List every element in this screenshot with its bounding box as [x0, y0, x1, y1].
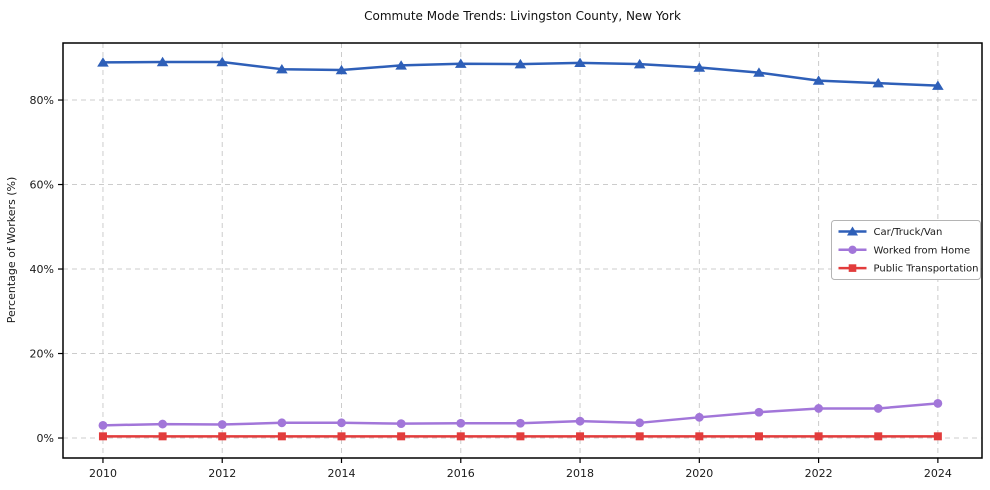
- y-tick-label: 40%: [30, 263, 54, 276]
- data-point-public-transportation: [814, 432, 823, 441]
- x-tick-label: 2014: [328, 467, 356, 480]
- data-point-car-truck-van: [454, 58, 467, 68]
- data-point-worked-from-home: [337, 418, 346, 428]
- data-point-public-transportation: [456, 432, 465, 441]
- y-tick-label: 80%: [30, 94, 54, 107]
- data-point-car-truck-van: [574, 57, 586, 68]
- data-point-worked-from-home: [814, 404, 823, 413]
- data-point-public-transportation: [516, 432, 525, 441]
- data-point-public-transportation: [98, 432, 107, 441]
- x-tick-label: 2020: [685, 467, 713, 480]
- data-point-public-transportation: [158, 432, 167, 441]
- data-point-worked-from-home: [277, 418, 287, 428]
- data-point-car-truck-van: [932, 80, 944, 90]
- x-tick-label: 2012: [208, 467, 236, 480]
- data-point-public-transportation: [754, 432, 763, 441]
- chart-title: Commute Mode Trends: Livingston County, …: [364, 9, 681, 23]
- y-tick-label: 60%: [30, 179, 54, 192]
- data-point-car-truck-van: [693, 62, 706, 72]
- legend-marker-worked-from-home: [848, 245, 857, 254]
- y-axis-label: Percentage of Workers (%): [5, 177, 18, 324]
- legend-label-public-transportation: Public Transportation: [874, 264, 979, 275]
- data-point-car-truck-van: [812, 75, 825, 85]
- data-point-car-truck-van: [395, 60, 407, 70]
- data-point-public-transportation: [874, 432, 883, 441]
- data-point-public-transportation: [695, 432, 704, 441]
- data-point-worked-from-home: [396, 419, 406, 429]
- legend-label-car-truck-van: Car/Truck/Van: [874, 227, 943, 238]
- legend: Car/Truck/Van Worked from Home Public Tran…: [831, 220, 981, 280]
- legend-box: [831, 220, 981, 280]
- data-point-worked-from-home: [694, 412, 704, 422]
- legend-marker-car-truck-van: [846, 226, 859, 236]
- data-point-car-truck-van: [216, 56, 229, 67]
- y-tick-label: 20%: [30, 348, 54, 361]
- data-point-car-truck-van: [514, 58, 527, 69]
- data-point-worked-from-home: [217, 420, 227, 429]
- data-point-car-truck-van: [633, 58, 646, 69]
- data-point-worked-from-home: [933, 398, 943, 408]
- data-point-worked-from-home: [158, 419, 167, 429]
- data-point-car-truck-van: [753, 67, 765, 77]
- legend-label-worked-from-home: Worked from Home: [874, 245, 971, 256]
- data-point-car-truck-van: [97, 57, 109, 67]
- data-point-worked-from-home: [754, 407, 764, 417]
- series-layer: [97, 56, 944, 441]
- legend-marker-public-transportation: [848, 264, 857, 272]
- x-tick-label: 2024: [924, 467, 952, 480]
- data-point-car-truck-van: [156, 56, 169, 67]
- x-tick-label: 2016: [447, 467, 475, 480]
- y-tick-label: 0%: [37, 432, 54, 445]
- data-point-car-truck-van: [872, 77, 885, 88]
- data-point-public-transportation: [397, 432, 406, 441]
- x-tick-label: 2018: [566, 467, 594, 480]
- data-point-worked-from-home: [575, 416, 585, 426]
- x-tick-label: 2022: [805, 467, 833, 480]
- data-point-public-transportation: [337, 432, 346, 441]
- data-point-worked-from-home: [516, 418, 525, 428]
- x-tick-label: 2010: [89, 467, 117, 480]
- data-point-worked-from-home: [98, 420, 108, 430]
- data-point-car-truck-van: [335, 64, 348, 75]
- data-point-public-transportation: [635, 432, 644, 441]
- data-point-public-transportation: [933, 432, 942, 441]
- data-point-public-transportation: [576, 432, 585, 441]
- data-point-public-transportation: [218, 432, 227, 441]
- data-point-worked-from-home: [635, 418, 645, 428]
- data-point-worked-from-home: [456, 418, 466, 428]
- axes-layer: 0% 20% 40% 60% 80% 2010 2012 2014 2016 2018 2020 20…: [30, 42, 983, 480]
- data-point-worked-from-home: [873, 404, 883, 413]
- data-point-public-transportation: [277, 432, 286, 441]
- data-point-car-truck-van: [276, 63, 288, 74]
- plot-border: [62, 42, 983, 459]
